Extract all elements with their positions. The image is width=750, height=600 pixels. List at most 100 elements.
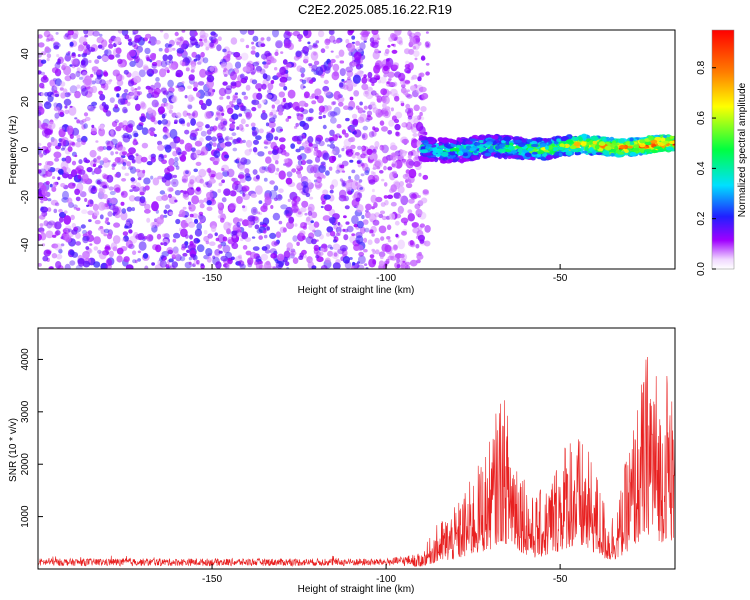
- heatmap-cell: [187, 104, 193, 110]
- heatmap-cell: [146, 56, 151, 62]
- heatmap-cell: [93, 246, 99, 251]
- heatmap-cell: [176, 137, 181, 142]
- heatmap-cell: [252, 147, 258, 153]
- heatmap-cell: [530, 143, 539, 148]
- heatmap-cell: [417, 41, 422, 46]
- heatmap-cell: [669, 135, 675, 139]
- heatmap-cell: [91, 101, 98, 107]
- heatmap-cell: [176, 47, 185, 54]
- heatmap-cell: [341, 170, 346, 173]
- heatmap-cell: [372, 107, 379, 114]
- heatmap-cell: [297, 173, 302, 177]
- heatmap-cell: [38, 142, 42, 147]
- heatmap-cell: [134, 88, 138, 91]
- heatmap-cell: [167, 79, 174, 88]
- heatmap-cell: [208, 141, 213, 147]
- heatmap-cell: [364, 166, 370, 174]
- heatmap-cell: [242, 193, 246, 197]
- heatmap-cell: [356, 264, 365, 269]
- heatmap-cell: [83, 50, 87, 54]
- snr-xlabel: Height of straight line (km): [298, 584, 415, 595]
- heatmap-cell: [260, 37, 265, 41]
- heatmap-cell: [343, 234, 349, 241]
- heatmap-cell: [190, 118, 197, 126]
- heatmap-cell: [163, 144, 171, 150]
- heatmap-cell: [348, 152, 353, 157]
- heatmap-cell: [326, 232, 331, 237]
- heatmap-cell: [179, 209, 186, 218]
- heatmap-cell: [374, 212, 381, 218]
- heatmap-cell: [128, 41, 133, 46]
- heatmap-cell: [404, 67, 411, 74]
- heatmap-cell: [356, 261, 360, 264]
- heatmap-cell: [38, 169, 42, 174]
- heatmap-cell: [339, 60, 345, 64]
- heatmap-cell: [407, 209, 413, 215]
- heatmap-cell: [236, 98, 242, 105]
- heatmap-cell: [41, 86, 45, 89]
- heatmap-cell: [644, 149, 652, 152]
- heatmap-cell: [251, 129, 258, 137]
- heatmap-cell: [122, 106, 128, 114]
- heatmap-cell: [349, 257, 353, 260]
- heatmap-cell: [52, 181, 58, 188]
- heatmap-cell: [64, 92, 71, 98]
- heatmap-cell: [177, 86, 185, 92]
- heatmap-cell: [125, 264, 134, 269]
- heatmap-cell: [107, 160, 111, 163]
- heatmap-cell: [267, 163, 276, 174]
- heatmap-cell: [209, 66, 215, 72]
- heatmap-cell: [420, 197, 428, 204]
- heatmap-cell: [159, 190, 166, 195]
- heatmap-cell: [581, 133, 588, 138]
- heatmap-cell: [314, 88, 322, 96]
- heatmap-cell: [119, 75, 125, 81]
- heatmap-cell: [113, 222, 121, 228]
- heatmap-cell: [46, 146, 52, 153]
- heatmap-cell: [265, 156, 272, 164]
- heatmap-cell: [410, 76, 414, 81]
- heatmap-cell: [259, 68, 266, 75]
- heatmap-cell: [135, 154, 143, 164]
- heatmap-cell: [322, 124, 327, 130]
- heatmap-cell: [339, 68, 346, 77]
- heatmap-cell: [203, 235, 210, 242]
- heatmap-cell: [81, 87, 89, 97]
- heatmap-cell: [264, 146, 268, 149]
- heatmap-cell: [150, 84, 155, 91]
- heatmap-cell: [266, 226, 271, 231]
- heatmap-cell: [274, 197, 278, 202]
- heatmap-cell: [275, 41, 283, 49]
- heatmap-cell: [400, 195, 409, 206]
- heatmap-cell: [91, 66, 99, 72]
- heatmap-cell: [38, 162, 42, 166]
- heatmap-cell: [197, 81, 205, 86]
- heatmap-cell: [357, 159, 363, 164]
- heatmap-cell: [342, 182, 346, 186]
- heatmap-cell: [308, 108, 314, 114]
- heatmap-cell: [390, 152, 398, 161]
- heatmap-cell: [168, 43, 173, 48]
- heatmap-cell: [141, 127, 149, 135]
- heatmap-cell: [144, 208, 151, 214]
- heatmap-cell: [147, 107, 153, 114]
- heatmap-cell: [74, 90, 81, 99]
- heatmap-cell: [297, 211, 302, 215]
- heatmap-cell: [345, 221, 350, 225]
- heatmap-cell: [102, 158, 111, 168]
- heatmap-cell: [242, 139, 246, 144]
- heatmap-cell: [365, 209, 369, 213]
- heatmap-cell: [320, 48, 326, 54]
- heatmap-cell: [202, 32, 209, 38]
- heatmap-cell: [619, 145, 627, 149]
- heatmap-cell: [357, 145, 362, 150]
- heatmap-cell: [63, 210, 68, 214]
- heatmap-cell: [297, 155, 303, 161]
- heatmap-cell: [88, 219, 92, 223]
- heatmap-cell: [60, 183, 66, 188]
- heatmap-cell: [382, 88, 390, 98]
- heatmap-cell: [347, 126, 352, 130]
- heatmap-cell: [90, 160, 97, 167]
- heatmap-cell: [99, 214, 104, 220]
- heatmap-cell: [360, 173, 365, 177]
